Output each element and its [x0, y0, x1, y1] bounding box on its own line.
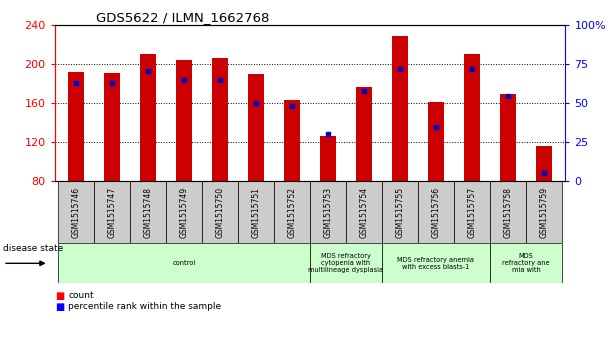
Text: GSM1515755: GSM1515755: [395, 187, 404, 238]
FancyBboxPatch shape: [274, 181, 310, 244]
Text: MDS
refractory ane
mia with: MDS refractory ane mia with: [502, 253, 550, 273]
FancyBboxPatch shape: [238, 181, 274, 244]
Bar: [320, 136, 336, 181]
Text: percentile rank within the sample: percentile rank within the sample: [68, 302, 221, 311]
FancyBboxPatch shape: [490, 181, 526, 244]
FancyBboxPatch shape: [490, 244, 562, 283]
Text: control: control: [173, 260, 196, 266]
Text: disease state: disease state: [3, 244, 63, 253]
Bar: [68, 72, 85, 181]
FancyBboxPatch shape: [58, 244, 310, 283]
Text: GSM1515758: GSM1515758: [503, 187, 513, 238]
FancyBboxPatch shape: [382, 244, 490, 283]
FancyBboxPatch shape: [526, 181, 562, 244]
Bar: [104, 73, 120, 181]
FancyBboxPatch shape: [130, 181, 166, 244]
FancyBboxPatch shape: [58, 181, 94, 244]
FancyBboxPatch shape: [382, 181, 418, 244]
Text: GSM1515752: GSM1515752: [288, 187, 297, 238]
Text: GSM1515756: GSM1515756: [432, 187, 440, 238]
Text: MDS refractory
cytopenia with
multilineage dysplasia: MDS refractory cytopenia with multilinea…: [308, 253, 384, 273]
Text: ■: ■: [55, 302, 64, 312]
Bar: [392, 36, 408, 181]
Bar: [536, 146, 552, 181]
Text: GSM1515759: GSM1515759: [539, 187, 548, 238]
Bar: [500, 94, 516, 181]
FancyBboxPatch shape: [346, 181, 382, 244]
Text: count: count: [68, 291, 94, 300]
FancyBboxPatch shape: [166, 181, 202, 244]
Text: MDS refractory anemia
with excess blasts-1: MDS refractory anemia with excess blasts…: [398, 257, 474, 270]
Text: GSM1515754: GSM1515754: [359, 187, 368, 238]
FancyBboxPatch shape: [310, 181, 346, 244]
Text: ■: ■: [55, 291, 64, 301]
Bar: [464, 54, 480, 181]
Bar: [428, 102, 444, 181]
Text: GSM1515751: GSM1515751: [252, 187, 261, 238]
FancyBboxPatch shape: [418, 181, 454, 244]
Text: GSM1515757: GSM1515757: [468, 187, 477, 238]
Bar: [248, 74, 264, 181]
FancyBboxPatch shape: [454, 181, 490, 244]
Text: GSM1515746: GSM1515746: [72, 187, 81, 238]
Text: GDS5622 / ILMN_1662768: GDS5622 / ILMN_1662768: [95, 11, 269, 24]
Text: GSM1515748: GSM1515748: [143, 187, 153, 238]
Text: GSM1515750: GSM1515750: [216, 187, 225, 238]
Text: GSM1515747: GSM1515747: [108, 187, 117, 238]
Text: GSM1515749: GSM1515749: [180, 187, 188, 238]
Bar: [176, 61, 192, 181]
FancyBboxPatch shape: [94, 181, 130, 244]
FancyBboxPatch shape: [202, 181, 238, 244]
FancyBboxPatch shape: [310, 244, 382, 283]
Text: GSM1515753: GSM1515753: [323, 187, 333, 238]
Bar: [284, 101, 300, 181]
Bar: [140, 54, 156, 181]
Bar: [212, 58, 228, 181]
Bar: [356, 87, 372, 181]
